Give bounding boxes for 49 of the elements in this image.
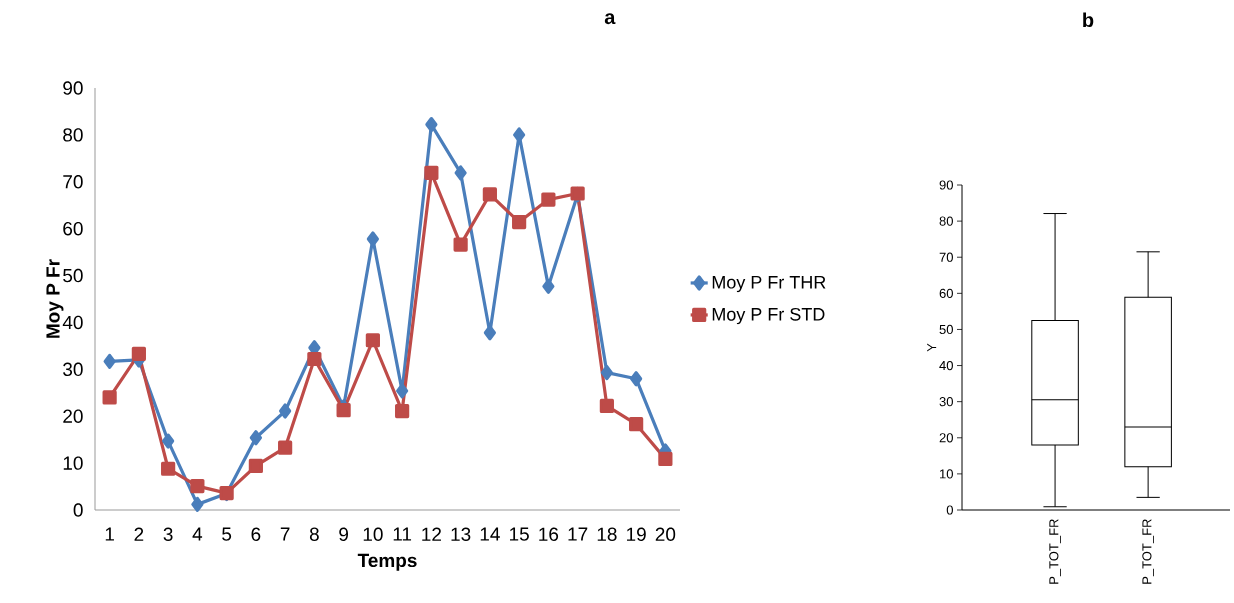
y-tick-label: 50 [63,268,83,283]
legend-label: Moy P Fr STD [712,307,825,325]
x-tick-label: 2 [134,527,144,541]
x-tick-label: 13 [451,527,471,541]
y-tick-label: 60 [63,221,83,236]
y-tick-label: 40 [939,360,953,371]
x-tick-label: 3 [163,527,173,541]
y-tick-label: 70 [939,252,953,262]
y-tick-label: 90 [939,180,953,190]
x-tick-label: 15 [510,527,529,541]
x-tick-label: 8 [309,527,319,541]
y-tick-label: 30 [63,362,83,377]
x-tick-label: 11 [393,527,412,541]
chart-title: b [1083,12,1094,28]
y-axis-title: Moy P Fr [46,259,64,338]
y-tick-label: 10 [63,456,83,470]
x-tick-label: 20 [655,527,676,541]
y-tick-label: 60 [939,288,953,298]
y-tick-label: 40 [62,315,83,330]
x-axis-title: Temps [357,553,417,571]
x-tick-label: 17 [568,527,588,541]
y-tick-label: 10 [940,469,953,479]
chart-title: a [604,13,616,25]
x-tick-label: 6 [251,527,261,541]
x-tick-label: 1 [105,527,114,541]
x-tick-label: 9 [339,527,349,541]
x-tick-label: 18 [597,527,617,541]
x-tick-label: 12 [422,527,441,541]
y-tick-label: 90 [63,81,83,95]
y-tick-label: 50 [939,324,953,335]
x-tick-label: 7 [280,527,290,541]
y-tick-label: 0 [73,503,83,517]
y-tick-label: 80 [939,216,953,226]
y-tick-label: 70 [63,175,83,189]
x-tick-label: 14 [480,527,500,541]
x-tick-label: 16 [539,527,559,541]
y-tick-label: 30 [939,397,953,407]
y-tick-label: 20 [63,409,83,423]
x-tick-label: P_TOT_FR [1049,519,1061,584]
y-tick-label: 20 [939,433,953,443]
y-axis-title: Y [927,343,937,352]
y-tick-label: 0 [946,505,953,515]
y-tick-label: 80 [63,128,83,142]
x-tick-label: P_TOT_FR [1142,519,1154,584]
x-tick-label: 19 [627,527,646,541]
x-tick-label: 10 [363,527,383,541]
x-tick-label: 5 [222,527,232,541]
x-tick-label: 4 [192,527,203,541]
legend-label: Moy P Fr THR [712,276,826,293]
